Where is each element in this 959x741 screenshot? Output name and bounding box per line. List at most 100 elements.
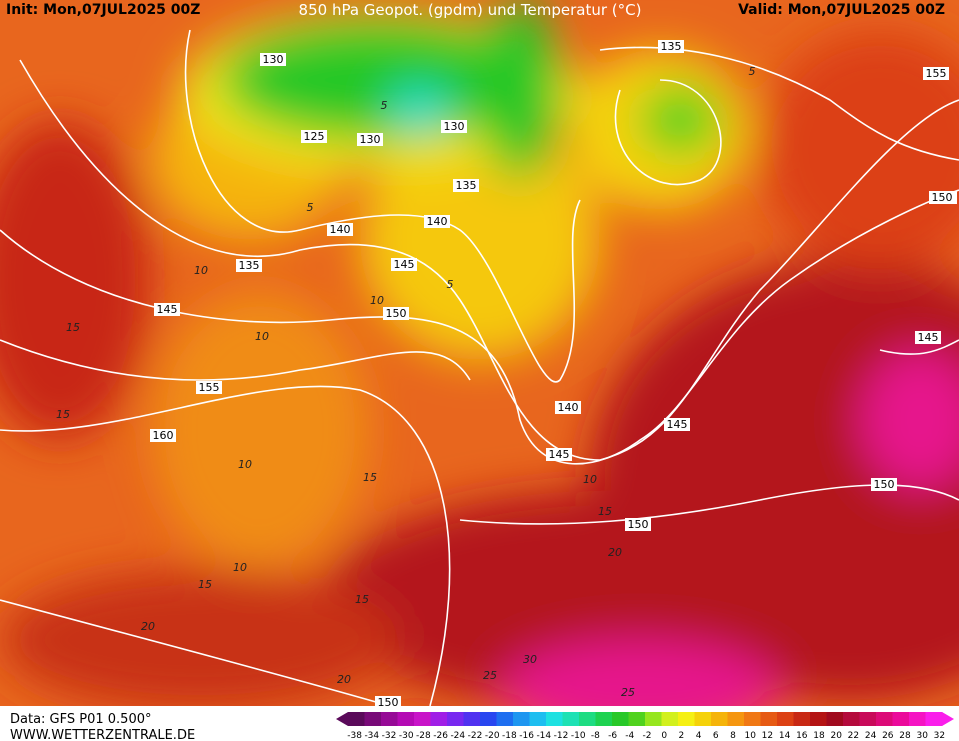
colorbar-tick-label: -24 [450, 731, 465, 741]
colorbar-swatch [661, 712, 679, 726]
init-time: Init: Mon,07JUL2025 00Z [6, 2, 200, 18]
colorbar-tick-label: 18 [813, 731, 825, 741]
temperature-label: 5 [749, 65, 756, 78]
colorbar-arrow-left [336, 712, 348, 726]
label-box [923, 67, 949, 80]
temperature-label: 25 [483, 669, 497, 682]
colorbar-swatch [430, 712, 448, 726]
colorbar-swatch [793, 712, 811, 726]
colorbar-swatch [810, 712, 827, 726]
colorbar-tick-label: -14 [536, 731, 551, 741]
colorbar-swatch [777, 712, 794, 726]
geopotential-label: 145 [394, 258, 415, 271]
label-box [871, 478, 897, 491]
geopotential-label: 135 [661, 40, 682, 53]
label-box [555, 401, 581, 414]
map-title: 850 hPa Geopot. (gpdm) und Temperatur (°… [299, 1, 642, 19]
colorbar-swatch [447, 712, 464, 726]
colorbar-arrow-right [942, 712, 954, 726]
temperature-label: 10 [194, 264, 208, 277]
colorbar-swatch [727, 712, 745, 726]
colorbar-tick-label: 16 [796, 731, 808, 741]
label-box [383, 307, 409, 320]
colorbar-tick-label: 4 [696, 731, 702, 741]
colorbar-swatch [760, 712, 778, 726]
geopotential-label: 135 [239, 259, 260, 272]
colorbar-swatch [612, 712, 629, 726]
label-box [196, 381, 222, 394]
temperature-label: 15 [355, 593, 369, 606]
geopotential-label: 150 [874, 478, 895, 491]
colorbar-swatch [925, 712, 943, 726]
colorbar-tick-label: 24 [865, 731, 877, 741]
temperature-label: 5 [381, 99, 388, 112]
colorbar-tick-label: 0 [661, 731, 667, 741]
temperature-label: 15 [363, 471, 377, 484]
label-box [441, 120, 467, 133]
colorbar-swatch [546, 712, 563, 726]
colorbar-tick-label: -32 [382, 731, 397, 741]
colorbar-tick-label: -4 [625, 731, 634, 741]
temperature-label: 10 [583, 473, 597, 486]
label-box [915, 331, 941, 344]
colorbar-swatch [892, 712, 910, 726]
colorbar-tick-label: -22 [468, 731, 483, 741]
temperature-label: 15 [66, 321, 80, 334]
colorbar-tick-label: -12 [554, 731, 569, 741]
geopotential-label: 145 [667, 418, 688, 431]
temperature-label: 5 [307, 201, 314, 214]
colorbar-swatch [579, 712, 596, 726]
colorbar-tick-label: 12 [762, 731, 773, 741]
colorbar-swatch [496, 712, 514, 726]
colorbar-tick-label: -8 [591, 731, 600, 741]
temperature-label: 10 [238, 458, 252, 471]
label-box [260, 53, 286, 66]
geopotential-label: 150 [378, 696, 399, 709]
temperature-label: 5 [447, 278, 454, 291]
colorbar-tick-label: -10 [571, 731, 586, 741]
label-box [236, 259, 262, 272]
temperature-label: 25 [621, 686, 635, 699]
geopotential-label: 130 [360, 133, 381, 146]
label-box [546, 448, 572, 461]
geopotential-label: 150 [932, 191, 953, 204]
colorbar-tick-label: -18 [502, 731, 517, 741]
website: WWW.WETTERZENTRALE.DE [10, 728, 195, 741]
colorbar-tick-label: 30 [916, 731, 928, 741]
label-box [154, 303, 180, 316]
colorbar-swatch [859, 712, 877, 726]
colorbar-tick-label: 20 [830, 731, 842, 741]
geopotential-label: 150 [386, 307, 407, 320]
colorbar-swatch [909, 712, 926, 726]
label-box [327, 223, 353, 236]
geopotential-label: 135 [456, 179, 477, 192]
colorbar-tick-label: -16 [519, 731, 534, 741]
label-box [150, 429, 176, 442]
temperature-label: 20 [141, 620, 155, 633]
colorbar-swatch [463, 712, 481, 726]
temperature-label: 15 [56, 408, 70, 421]
colorbar-tick-label: -6 [608, 731, 617, 741]
colorbar-swatch [826, 712, 844, 726]
colorbar-swatch [678, 712, 695, 726]
temperature-label: 10 [233, 561, 247, 574]
temperature-label: 15 [198, 578, 212, 591]
geopotential-label: 130 [263, 53, 284, 66]
colorbar-swatch [628, 712, 646, 726]
geopotential-label: 145 [549, 448, 570, 461]
temperature-label: 20 [608, 546, 622, 559]
geopotential-label: 160 [153, 429, 174, 442]
colorbar-swatch [694, 712, 712, 726]
colorbar-swatch [876, 712, 893, 726]
colorbar-tick-label: 22 [848, 731, 859, 741]
geopotential-label: 145 [157, 303, 178, 316]
colorbar-tick-label: 26 [882, 731, 894, 741]
colorbar-swatch [381, 712, 398, 726]
colorbar-tick-label: -26 [433, 731, 448, 741]
colorbar-tick-label: 28 [899, 731, 911, 741]
colorbar-swatch [348, 712, 365, 726]
colorbar-swatch [529, 712, 547, 726]
colorbar-tick-label: 14 [779, 731, 791, 741]
